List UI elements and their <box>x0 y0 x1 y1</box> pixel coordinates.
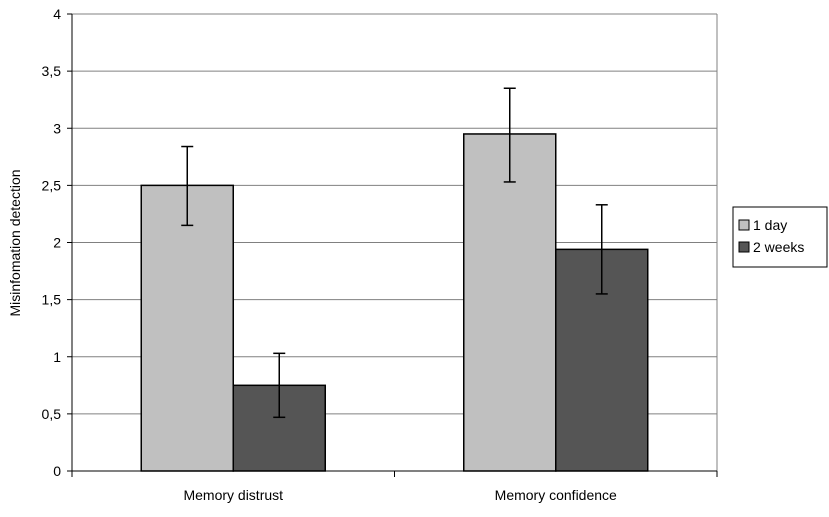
y-tick-label: 4 <box>53 6 61 22</box>
y-tick-label: 2 <box>53 235 61 251</box>
y-tick-label: 3,5 <box>42 63 62 79</box>
y-tick-label: 1,5 <box>42 292 62 308</box>
error-bars <box>181 87 608 419</box>
legend-label: 1 day <box>753 217 787 233</box>
y-tick-label: 1 <box>53 349 61 365</box>
y-tick-label: 3 <box>53 120 61 136</box>
legend-swatch <box>738 241 750 253</box>
bar-series1-1 <box>140 184 234 472</box>
y-tick-label: 0,5 <box>42 406 62 422</box>
axes <box>67 13 718 477</box>
legend-box <box>732 206 828 268</box>
legend: 1 day 2 weeks <box>732 206 828 268</box>
legend-swatch <box>738 219 750 231</box>
bar-series1-2 <box>463 133 557 472</box>
y-tick-label: 0 <box>53 463 61 479</box>
tick-labels: 0 0,5 1 1,5 2 2,5 3 3,5 4 Memory distrust Memory c… <box>42 6 618 503</box>
bars <box>140 133 649 472</box>
x-tick-label: Memory confidence <box>495 487 617 503</box>
y-axis-label: Misinfomation detection <box>7 169 23 316</box>
legend-label: 2 weeks <box>753 239 804 255</box>
y-tick-label: 2,5 <box>42 177 62 193</box>
x-tick-label: Memory distrust <box>183 487 283 503</box>
